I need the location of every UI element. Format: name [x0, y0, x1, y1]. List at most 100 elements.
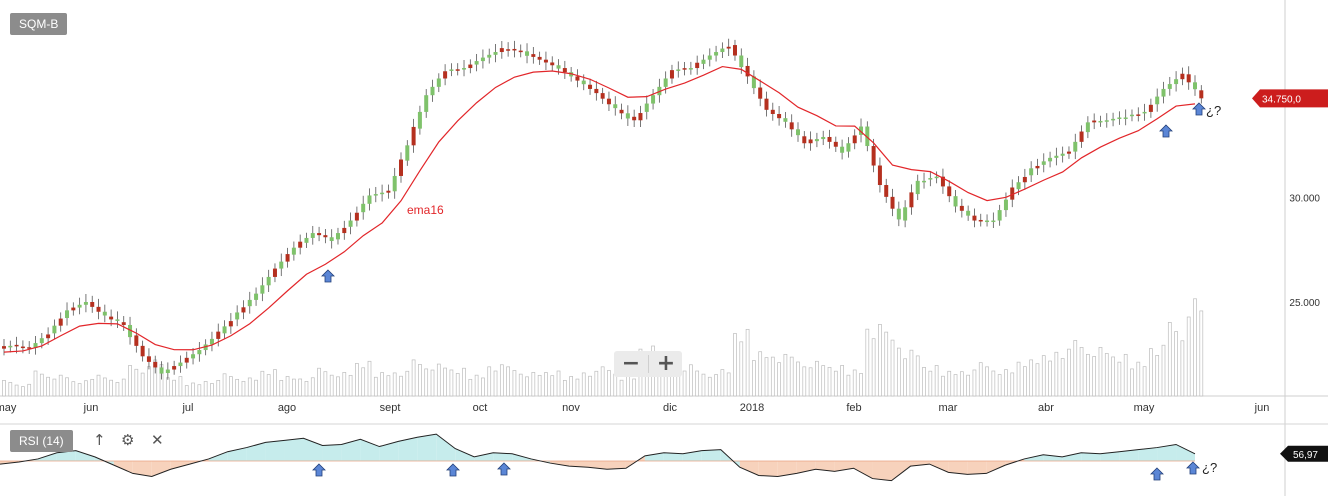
arrow-up-icon[interactable]: ↑: [93, 431, 106, 449]
candle-up: [1161, 88, 1166, 97]
gear-icon[interactable]: ⚙: [121, 431, 135, 449]
candle-down: [600, 93, 605, 99]
zoom-out-button[interactable]: −: [621, 351, 641, 376]
candle-up: [707, 55, 712, 60]
indicator-label[interactable]: RSI (14): [10, 430, 73, 452]
volume-bar: [298, 378, 303, 397]
candle-up: [291, 247, 296, 255]
candle-up: [1041, 161, 1046, 165]
volume-bar: [550, 375, 555, 397]
candle-down: [14, 344, 19, 347]
volume-bar: [783, 353, 788, 397]
volume-bar: [235, 378, 240, 397]
candle-up: [260, 285, 265, 294]
candle-down: [594, 88, 599, 94]
candle-up: [859, 126, 864, 135]
candle-down: [764, 98, 769, 110]
rsi-area-above: [1024, 454, 1044, 461]
volume-bar: [147, 366, 151, 397]
volume-bar: [941, 375, 945, 397]
volume-bar: [77, 383, 82, 397]
zoom-in-button[interactable]: +: [656, 351, 676, 376]
rsi-fill: [0, 434, 1195, 481]
candle-down: [399, 159, 403, 176]
candle-down: [506, 49, 511, 51]
volume-bar: [8, 382, 13, 397]
candle-down: [682, 68, 687, 70]
candle-up: [367, 195, 372, 204]
volume-bar: [915, 355, 920, 397]
candle-up: [405, 145, 410, 161]
rsi-area-above: [1138, 447, 1158, 461]
volume-bar: [1048, 360, 1052, 397]
symbol-label[interactable]: SQM-B: [10, 13, 68, 35]
candle-up: [159, 367, 164, 374]
rsi-area-below: [967, 461, 987, 475]
candle-up: [1111, 118, 1116, 121]
volume-bar: [392, 372, 397, 397]
volume-bar: [840, 365, 844, 397]
x-tick-label: may: [1134, 402, 1155, 414]
volume-bar: [191, 382, 195, 397]
last-price-tag: 34.750,0: [1252, 89, 1328, 108]
volume-bar: [1035, 363, 1040, 397]
candle-down: [877, 165, 882, 186]
candle-down: [1148, 104, 1153, 112]
volume-bar: [802, 366, 807, 397]
candle-down: [638, 113, 643, 121]
volume-bar: [1117, 361, 1122, 397]
candle-up: [783, 118, 788, 122]
arrow-up-icon: [1192, 102, 1206, 116]
rsi-area-below: [910, 461, 930, 467]
rsi-area-above: [398, 437, 418, 461]
volume-bar: [720, 369, 725, 397]
candles: [2, 38, 1204, 380]
volume-bar: [764, 357, 769, 397]
candle-down: [58, 318, 63, 326]
volume-bar: [399, 375, 403, 397]
rsi-tag-shape: [1280, 445, 1328, 462]
candle-down: [354, 212, 359, 221]
x-tick-label: feb: [846, 402, 861, 414]
volume-bar: [254, 379, 258, 397]
volume-bar: [1149, 348, 1153, 397]
candle-up: [329, 237, 334, 242]
candle-down: [241, 307, 246, 313]
volume-bar: [499, 364, 504, 397]
candle-up: [985, 220, 990, 223]
candle-down: [20, 346, 25, 349]
candle-down: [890, 196, 895, 209]
candle-up: [304, 237, 309, 243]
rsi-area-above: [1119, 449, 1139, 461]
close-icon[interactable]: ✕: [151, 431, 164, 449]
volume-bar: [348, 374, 353, 397]
rsi-line: [0, 433, 1196, 482]
volume-bar: [846, 374, 851, 397]
volume-bar: [310, 377, 315, 397]
candle-down: [588, 84, 593, 89]
rsi-area-above: [284, 438, 304, 461]
volume-bar: [84, 380, 88, 397]
volume-bar: [506, 366, 510, 397]
volume-bar: [1174, 331, 1178, 397]
candle-up: [1129, 114, 1134, 117]
rsi-area-above: [417, 434, 437, 461]
volume-bar: [972, 369, 977, 397]
candle-down: [443, 71, 448, 79]
x-tick-label: may: [0, 402, 17, 414]
candle-up: [417, 111, 422, 129]
volume-bar: [714, 374, 718, 397]
candle-up: [128, 324, 133, 338]
volume-bar: [890, 339, 895, 397]
candle-down: [550, 62, 555, 66]
volume-bar: [203, 381, 208, 397]
volume-bar: [739, 341, 744, 397]
candle-up: [310, 233, 315, 238]
candle-up: [8, 345, 13, 348]
candle-down: [669, 70, 674, 79]
candle-down: [947, 186, 952, 197]
volume-bar: [884, 331, 889, 397]
candle-down: [726, 46, 731, 49]
candle-down: [27, 347, 32, 349]
